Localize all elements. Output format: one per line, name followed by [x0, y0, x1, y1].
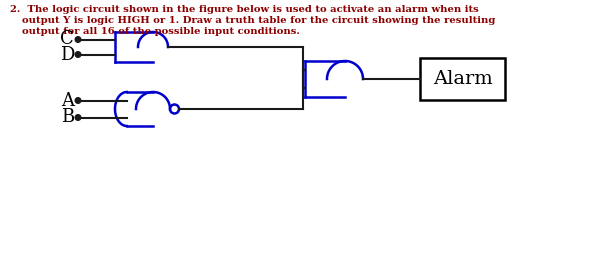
Circle shape	[75, 52, 81, 57]
Circle shape	[75, 98, 81, 103]
Text: Alarm: Alarm	[433, 70, 492, 88]
Circle shape	[75, 115, 81, 120]
Text: output for all 16 of the possible input conditions.: output for all 16 of the possible input …	[22, 27, 300, 36]
Text: output Y is logic HIGH or 1. Draw a truth table for the circuit showing the resu: output Y is logic HIGH or 1. Draw a trut…	[22, 16, 495, 25]
Text: A: A	[61, 91, 74, 109]
FancyBboxPatch shape	[420, 58, 505, 100]
Text: 2.  The logic circuit shown in the figure below is used to activate an alarm whe: 2. The logic circuit shown in the figure…	[10, 5, 479, 14]
Text: B: B	[60, 108, 74, 126]
Text: C: C	[60, 31, 74, 49]
Circle shape	[75, 37, 81, 42]
Text: D: D	[60, 45, 74, 63]
